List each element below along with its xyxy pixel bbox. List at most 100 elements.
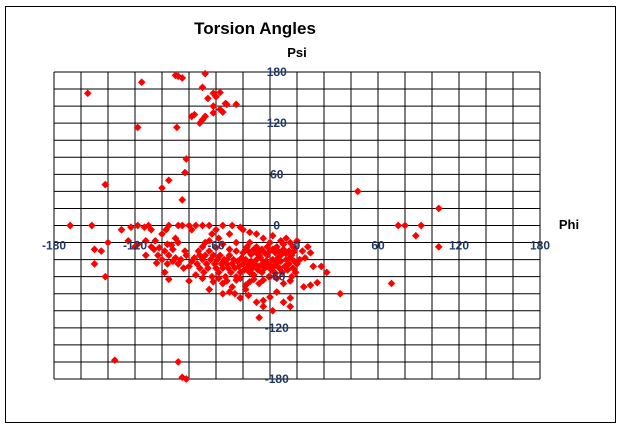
data-point [225, 230, 234, 238]
x-tick-label: 0 [294, 239, 301, 253]
data-point [260, 264, 269, 273]
data-point [180, 168, 189, 177]
data-point [90, 245, 99, 254]
data-point [394, 221, 403, 230]
data-point [160, 247, 169, 256]
data-point [101, 180, 110, 189]
data-point [279, 279, 288, 288]
data-point [110, 356, 119, 365]
data-point [268, 306, 277, 315]
data-point [194, 247, 203, 256]
data-point [259, 302, 268, 311]
data-point [214, 234, 223, 243]
data-point [164, 275, 173, 284]
data-point [218, 221, 227, 230]
data-point [245, 228, 254, 237]
data-point [259, 276, 268, 285]
data-point [158, 255, 166, 264]
data-point [303, 242, 312, 251]
data-point [104, 238, 112, 247]
data-point [205, 221, 214, 230]
data-point [203, 264, 212, 273]
data-point [417, 221, 426, 230]
data-point [201, 69, 210, 78]
data-point [222, 276, 231, 285]
data-point [244, 291, 253, 300]
data-point [298, 247, 307, 256]
data-point [272, 288, 281, 296]
data-point [152, 259, 161, 267]
data-point [225, 245, 234, 254]
data-point [198, 274, 207, 283]
y-tick-label: 60 [270, 167, 284, 181]
data-point [198, 242, 207, 251]
y-tick-label: -60 [268, 270, 286, 284]
data-point [272, 274, 281, 283]
data-point [322, 268, 331, 277]
data-point [216, 88, 225, 97]
data-point [126, 223, 135, 232]
data-point [353, 187, 362, 196]
data-point [90, 259, 99, 268]
data-point [225, 251, 234, 260]
x-tick-labels: -180 -120 -60 0 60 120 180 [42, 239, 550, 253]
data-point [168, 245, 177, 254]
x-axis-title: Phi [559, 217, 579, 232]
data-point [164, 251, 173, 260]
y-tick-label: 120 [267, 116, 287, 130]
data-point [174, 238, 183, 247]
data-point [301, 253, 310, 262]
data-point [203, 94, 212, 103]
data-point [101, 272, 110, 281]
data-point [216, 251, 225, 260]
data-point [218, 240, 227, 249]
data-point [411, 231, 420, 240]
data-point [249, 275, 258, 284]
data-point [185, 276, 193, 285]
data-point [205, 236, 214, 245]
data-point [153, 251, 162, 260]
data-point [232, 100, 241, 109]
data-point [216, 105, 225, 114]
data-point [209, 108, 218, 117]
data-point [201, 251, 210, 260]
data-point [336, 289, 345, 298]
data-point [252, 230, 261, 238]
data-point [198, 221, 207, 230]
data-point [286, 294, 295, 302]
data-point [313, 278, 322, 287]
data-point [387, 279, 396, 288]
data-point [191, 221, 200, 230]
data-point [241, 255, 250, 264]
x-tick-label: 180 [530, 239, 550, 253]
data-point [133, 123, 142, 132]
data-point [222, 100, 231, 109]
y-tick-label: 0 [273, 219, 280, 233]
data-point [286, 302, 295, 311]
data-point [434, 204, 443, 213]
data-point [190, 253, 199, 262]
data-point [147, 225, 156, 234]
chart-title: Torsion Angles [194, 19, 316, 38]
data-point [268, 231, 277, 240]
data-point [209, 277, 218, 286]
data-point [209, 251, 218, 260]
data-point [207, 230, 216, 238]
data-point [306, 281, 315, 290]
chart-frame [5, 6, 616, 423]
y-tick-label: -180 [265, 372, 289, 386]
data-point [317, 262, 326, 271]
data-point [252, 298, 261, 307]
y-tick-label: -120 [265, 321, 289, 335]
data-point [198, 83, 207, 92]
x-tick-label: -60 [207, 239, 225, 253]
data-point [195, 264, 204, 273]
data-point [232, 238, 241, 247]
data-point [259, 234, 268, 243]
data-point [278, 268, 287, 277]
data-point [266, 293, 274, 302]
data-point [172, 123, 181, 132]
data-point [306, 248, 315, 257]
data-point [124, 236, 133, 245]
